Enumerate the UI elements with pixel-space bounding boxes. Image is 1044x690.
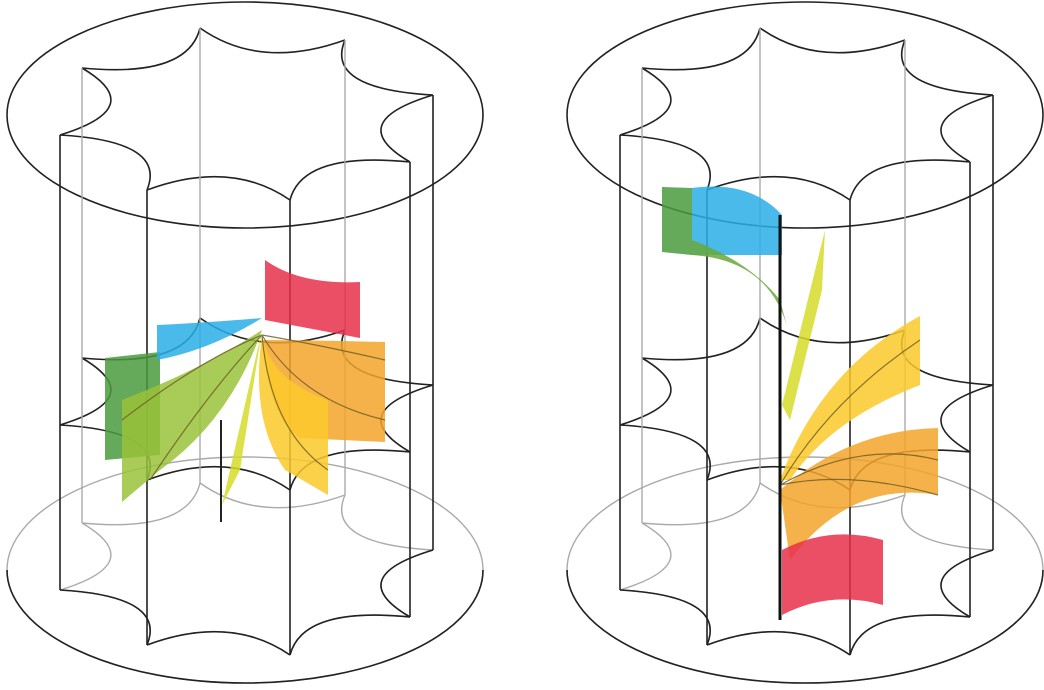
ribbon-yellow [780,316,920,480]
ribbons-left [105,260,386,522]
ribbon-orange [780,428,938,560]
ribbon-lightgreen [122,330,262,502]
ribbon-red [265,260,360,338]
cross-section [59,482,434,656]
cross-section [619,549,994,656]
cross-section [59,27,434,201]
cross-section [619,27,994,201]
ribbon-olive [692,240,788,330]
ribbon-red [782,534,883,615]
ribbon-blue [157,318,262,360]
bottom-ring [6,456,484,684]
ribbon-veins [779,339,939,496]
bottom-ring-front [6,569,484,684]
ribbon-lime [782,230,825,420]
ribbon-lime [222,330,262,505]
bottom-ring-front [566,569,1044,684]
ribbons-right [662,186,939,620]
cylinder-frame-right [566,1,1044,684]
ribbon-blue [692,186,782,255]
ribbon-veins [121,334,386,481]
top-ring [566,1,1044,229]
top-ring [6,1,484,229]
ribbon-green [662,187,692,255]
cross-section [59,549,434,656]
